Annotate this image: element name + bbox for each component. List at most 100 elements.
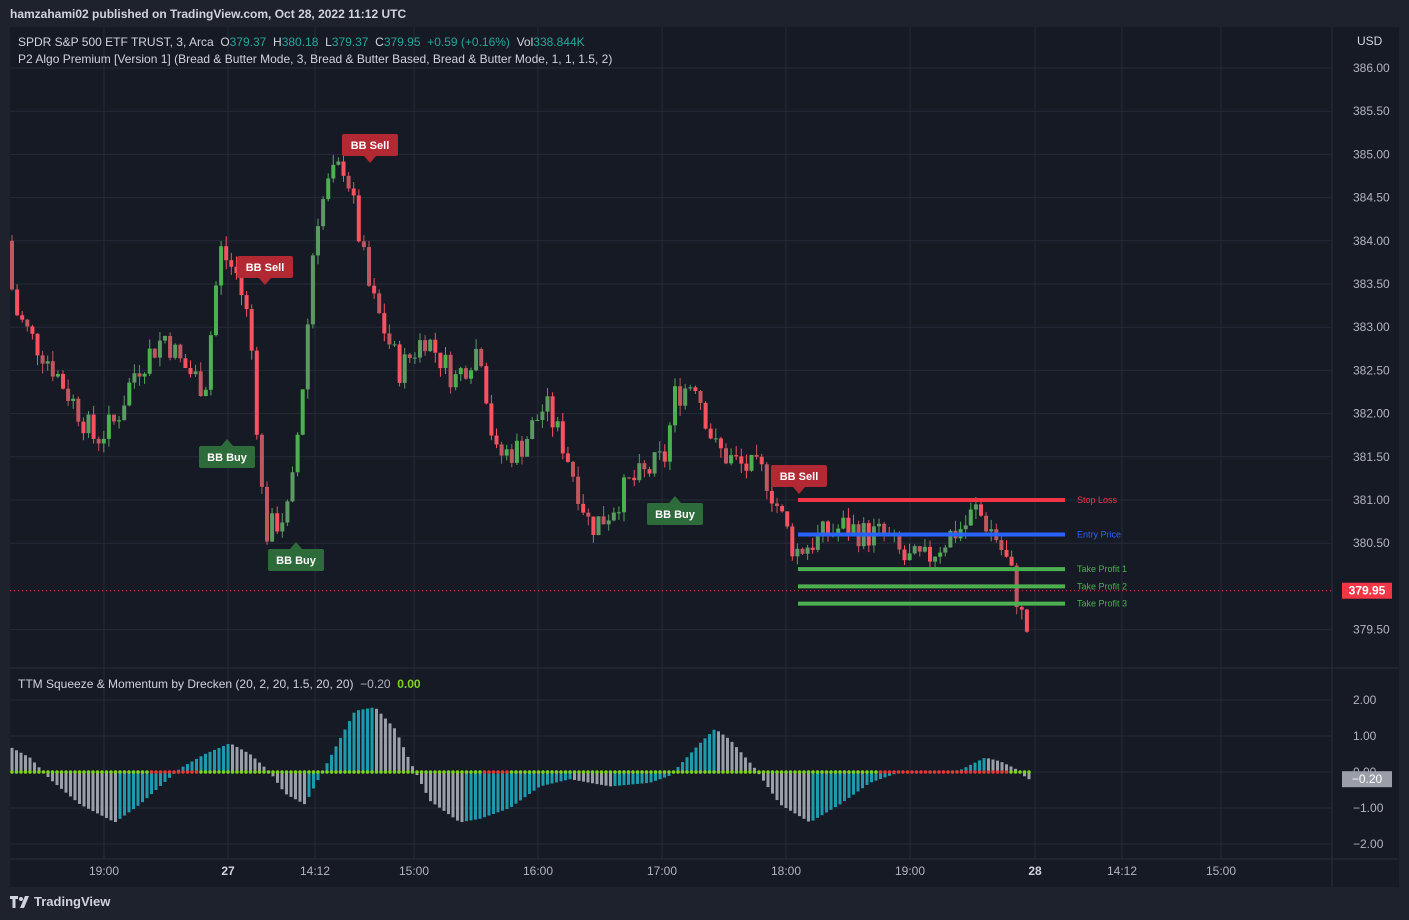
candle[interactable] xyxy=(122,395,127,421)
candle[interactable] xyxy=(479,347,484,368)
candle[interactable] xyxy=(183,354,188,369)
candle[interactable] xyxy=(780,504,785,513)
candle[interactable] xyxy=(759,453,764,472)
candle[interactable] xyxy=(168,332,173,361)
candle[interactable] xyxy=(275,506,280,534)
candle[interactable] xyxy=(494,428,499,449)
candle[interactable] xyxy=(428,338,433,353)
candle[interactable] xyxy=(683,383,688,410)
candle[interactable] xyxy=(632,469,637,487)
symbol-legend[interactable]: SPDR S&P 500 ETF TRUST, 3, Arca O379.37 … xyxy=(18,35,585,49)
candle[interactable] xyxy=(270,507,275,542)
candle[interactable] xyxy=(810,537,815,554)
candle[interactable] xyxy=(999,533,1004,556)
candle[interactable] xyxy=(693,385,698,394)
candle[interactable] xyxy=(295,432,300,477)
candle[interactable] xyxy=(805,544,810,560)
candle[interactable] xyxy=(540,404,545,428)
candle[interactable] xyxy=(356,189,361,243)
candle[interactable] xyxy=(219,241,224,295)
candle[interactable] xyxy=(545,387,550,422)
candle[interactable] xyxy=(591,516,596,543)
candle[interactable] xyxy=(423,335,428,356)
candle[interactable] xyxy=(142,372,147,384)
candle[interactable] xyxy=(713,428,718,443)
candle[interactable] xyxy=(163,335,167,344)
candle[interactable] xyxy=(117,416,122,429)
candle[interactable] xyxy=(1024,608,1029,633)
candle[interactable] xyxy=(565,446,570,463)
candle[interactable] xyxy=(254,346,259,440)
candle[interactable] xyxy=(188,360,193,378)
candle[interactable] xyxy=(662,444,667,468)
candle[interactable] xyxy=(724,443,728,465)
candle[interactable] xyxy=(244,291,249,317)
candle[interactable] xyxy=(576,466,581,511)
chart-frame[interactable]: Stop Loss Entry Price Take Profit 1 Take Pr… xyxy=(10,27,1399,887)
candle[interactable] xyxy=(259,433,264,494)
candle[interactable] xyxy=(224,236,229,270)
candle[interactable] xyxy=(147,339,152,377)
candle[interactable] xyxy=(412,352,417,364)
candle[interactable] xyxy=(50,351,55,382)
candle[interactable] xyxy=(321,196,326,230)
candle[interactable] xyxy=(280,513,285,538)
candle[interactable] xyxy=(504,444,509,461)
candle[interactable] xyxy=(443,347,448,374)
candle[interactable] xyxy=(20,311,25,323)
candle[interactable] xyxy=(764,462,769,500)
candle[interactable] xyxy=(560,413,565,460)
candle[interactable] xyxy=(535,414,540,421)
candle[interactable] xyxy=(489,394,494,441)
candle[interactable] xyxy=(673,378,677,433)
candle[interactable] xyxy=(581,494,586,516)
candle[interactable] xyxy=(938,546,943,564)
candle[interactable] xyxy=(928,540,932,568)
candle[interactable] xyxy=(530,416,535,440)
candle[interactable] xyxy=(132,364,137,389)
candle[interactable] xyxy=(397,340,402,387)
candle[interactable] xyxy=(101,430,106,453)
candle[interactable] xyxy=(907,543,912,561)
candle[interactable] xyxy=(948,529,953,548)
candle[interactable] xyxy=(586,508,591,526)
candle[interactable] xyxy=(178,343,183,363)
candle[interactable] xyxy=(596,516,601,536)
candle[interactable] xyxy=(351,182,356,204)
candle[interactable] xyxy=(611,507,616,522)
candle[interactable] xyxy=(514,433,519,465)
candle[interactable] xyxy=(667,422,672,471)
candle[interactable] xyxy=(25,318,30,332)
candle[interactable] xyxy=(739,448,744,474)
candle[interactable] xyxy=(81,417,86,441)
candle[interactable] xyxy=(372,278,377,299)
candle[interactable] xyxy=(438,352,443,377)
chart-canvas[interactable]: Stop Loss Entry Price Take Profit 1 Take Pr… xyxy=(10,27,1399,887)
candle[interactable] xyxy=(203,386,208,397)
candle[interactable] xyxy=(382,303,387,342)
candle[interactable] xyxy=(458,366,463,382)
candle[interactable] xyxy=(71,394,76,409)
candle[interactable] xyxy=(637,453,642,483)
candle[interactable] xyxy=(826,520,830,542)
candle[interactable] xyxy=(387,324,392,350)
candle[interactable] xyxy=(214,281,218,337)
candle[interactable] xyxy=(305,318,310,399)
candle[interactable] xyxy=(785,511,790,529)
candle[interactable] xyxy=(40,350,45,374)
candle[interactable] xyxy=(841,510,846,530)
candle[interactable] xyxy=(678,378,683,417)
candle[interactable] xyxy=(968,502,973,526)
candle[interactable] xyxy=(851,514,856,537)
candle[interactable] xyxy=(790,523,795,561)
candle[interactable] xyxy=(265,481,269,545)
candle[interactable] xyxy=(453,370,458,391)
candle[interactable] xyxy=(30,324,35,340)
candle[interactable] xyxy=(1009,550,1014,566)
candle[interactable] xyxy=(112,414,116,425)
candle[interactable] xyxy=(1004,540,1009,558)
candle[interactable] xyxy=(571,460,575,483)
candle[interactable] xyxy=(509,444,514,468)
candle[interactable] xyxy=(229,252,234,275)
candle[interactable] xyxy=(285,499,290,527)
